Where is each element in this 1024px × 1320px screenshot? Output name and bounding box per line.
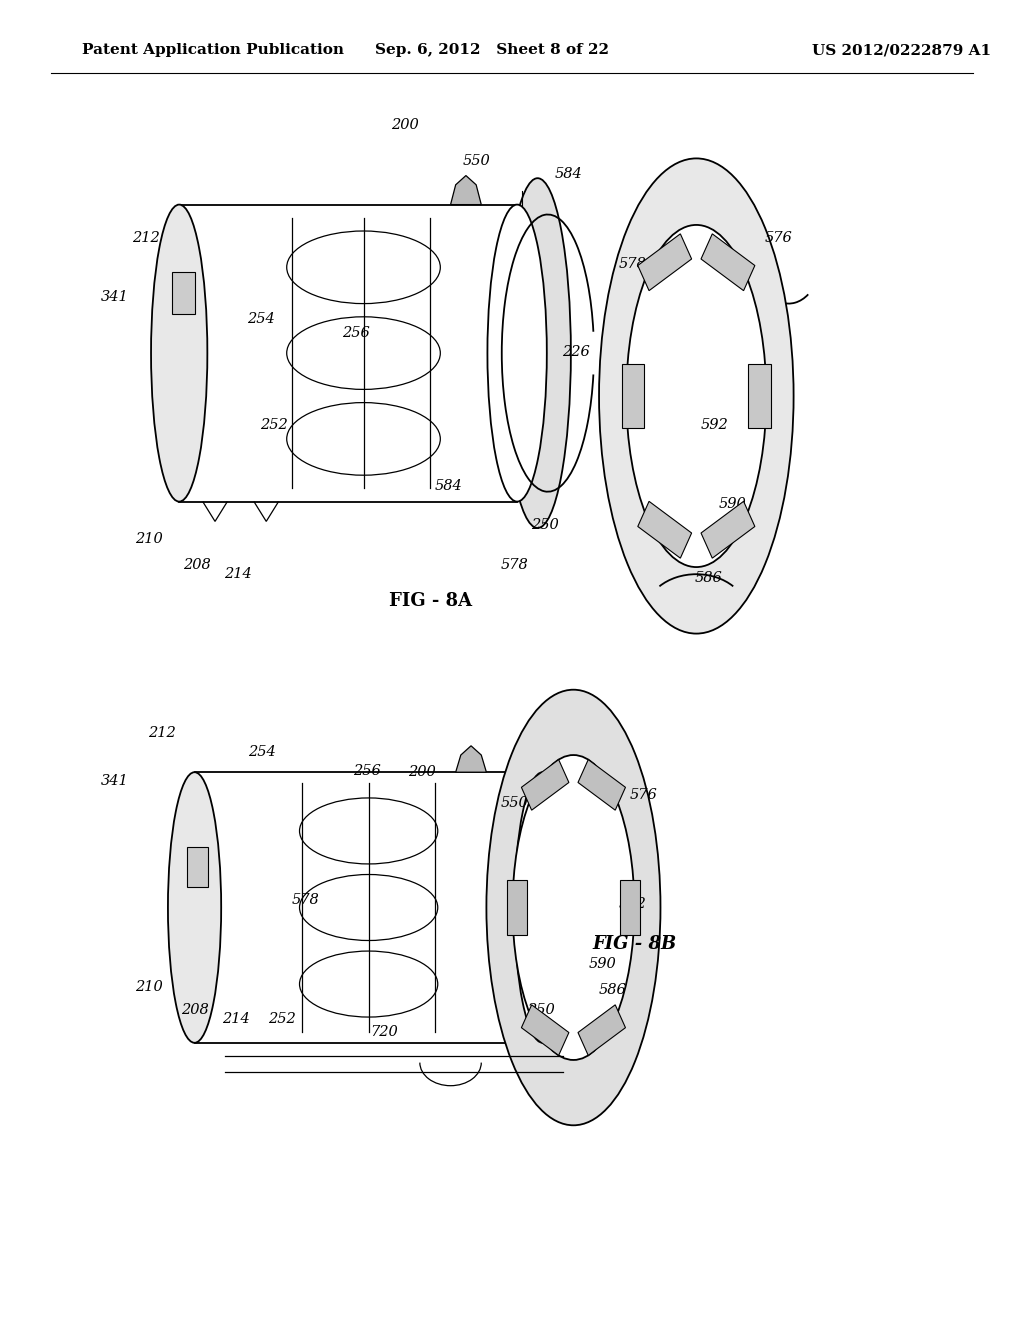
Text: 210: 210 <box>134 981 163 994</box>
Polygon shape <box>521 1005 569 1056</box>
Text: 578: 578 <box>618 257 647 271</box>
Text: 341: 341 <box>100 775 129 788</box>
Polygon shape <box>749 364 771 428</box>
Ellipse shape <box>505 178 571 528</box>
Text: 576: 576 <box>629 788 657 801</box>
Polygon shape <box>620 879 640 935</box>
Text: 210: 210 <box>134 532 163 545</box>
Ellipse shape <box>515 772 571 1043</box>
Polygon shape <box>451 176 481 205</box>
Text: Patent Application Publication: Patent Application Publication <box>82 44 344 57</box>
Polygon shape <box>578 759 626 810</box>
Text: 592: 592 <box>700 418 729 432</box>
Text: 252: 252 <box>267 1012 296 1026</box>
Ellipse shape <box>627 224 766 568</box>
Text: 254: 254 <box>247 313 275 326</box>
Text: 250: 250 <box>530 519 559 532</box>
Text: 720: 720 <box>370 1026 398 1039</box>
Text: FIG - 8B: FIG - 8B <box>593 935 677 953</box>
Text: 586: 586 <box>694 572 723 585</box>
Polygon shape <box>521 759 569 810</box>
Ellipse shape <box>487 205 547 502</box>
Text: 200: 200 <box>408 766 436 779</box>
Text: 590: 590 <box>588 957 616 970</box>
Ellipse shape <box>513 755 635 1060</box>
Polygon shape <box>622 364 644 428</box>
Text: 256: 256 <box>352 764 381 777</box>
Text: FIG - 8A: FIG - 8A <box>388 591 472 610</box>
Text: 586: 586 <box>598 983 627 997</box>
Bar <box>172 272 195 314</box>
Ellipse shape <box>152 205 207 502</box>
Polygon shape <box>701 234 755 290</box>
Text: 584: 584 <box>554 168 583 181</box>
Text: 550: 550 <box>500 796 528 809</box>
Text: 584: 584 <box>434 479 463 492</box>
Text: 254: 254 <box>248 746 276 759</box>
Text: 592: 592 <box>618 898 647 911</box>
Text: 208: 208 <box>182 558 211 572</box>
Text: 252: 252 <box>260 418 289 432</box>
Text: 212: 212 <box>147 726 176 739</box>
Ellipse shape <box>168 772 221 1043</box>
Text: 578: 578 <box>291 894 319 907</box>
Text: 250: 250 <box>526 1003 555 1016</box>
Bar <box>187 847 208 887</box>
Text: 341: 341 <box>100 290 129 304</box>
Text: 212: 212 <box>132 231 161 244</box>
Ellipse shape <box>486 689 660 1125</box>
Polygon shape <box>701 502 755 558</box>
Text: 226: 226 <box>561 346 590 359</box>
Polygon shape <box>578 1005 626 1056</box>
Text: 576: 576 <box>764 231 793 244</box>
Text: US 2012/0222879 A1: US 2012/0222879 A1 <box>812 44 990 57</box>
Text: 208: 208 <box>180 1003 209 1016</box>
Text: 256: 256 <box>342 326 371 339</box>
Polygon shape <box>507 879 527 935</box>
Text: 214: 214 <box>223 568 252 581</box>
Text: 578: 578 <box>500 558 528 572</box>
Polygon shape <box>456 746 486 772</box>
Polygon shape <box>638 234 691 290</box>
Ellipse shape <box>599 158 794 634</box>
Polygon shape <box>638 502 691 558</box>
Text: 214: 214 <box>221 1012 250 1026</box>
Text: 590: 590 <box>718 498 746 511</box>
Text: 550: 550 <box>462 154 490 168</box>
Text: 200: 200 <box>390 119 419 132</box>
Text: Sep. 6, 2012   Sheet 8 of 22: Sep. 6, 2012 Sheet 8 of 22 <box>375 44 608 57</box>
